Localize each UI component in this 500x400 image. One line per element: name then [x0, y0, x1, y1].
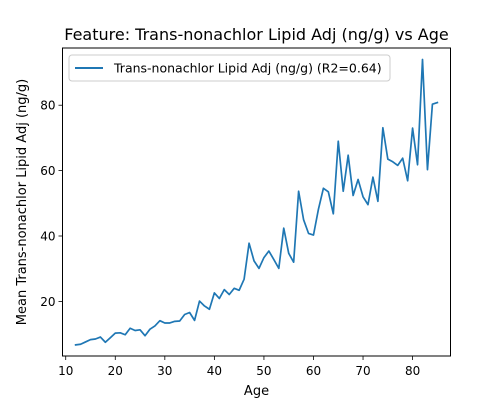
- x-tick-label: 70: [355, 364, 370, 378]
- x-tick-label: 10: [58, 364, 73, 378]
- x-axis-label: Age: [244, 384, 269, 399]
- x-tick-label: 60: [306, 364, 321, 378]
- x-tick-label: 20: [108, 364, 123, 378]
- y-tick-label: 80: [40, 99, 55, 113]
- legend: Trans-nonachlor Lipid Adj (ng/g) (R2=0.6…: [68, 54, 391, 82]
- plot-area: [62, 47, 451, 357]
- x-tick-label: 40: [207, 364, 222, 378]
- chart-title: Feature: Trans-nonachlor Lipid Adj (ng/g…: [64, 25, 449, 44]
- y-axis-label: Mean Trans-nonachlor Lipid Adj (ng/g): [15, 79, 30, 325]
- x-tick-label: 50: [256, 364, 271, 378]
- x-tick-label: 80: [405, 364, 420, 378]
- y-axis-ticks: 20 40 60 80: [40, 99, 63, 309]
- y-tick-label: 40: [40, 230, 55, 244]
- series-layer: [74, 58, 439, 346]
- y-tick-label: 60: [40, 164, 55, 178]
- y-tick-label: 20: [40, 295, 55, 309]
- legend-label: Trans-nonachlor Lipid Adj (ng/g) (R2=0.6…: [113, 61, 382, 76]
- legend-box: [68, 54, 391, 82]
- series-line: [74, 58, 439, 346]
- x-axis-ticks: 10 20 30 40 50 60 70 80: [58, 356, 420, 378]
- x-tick-label: 30: [157, 364, 172, 378]
